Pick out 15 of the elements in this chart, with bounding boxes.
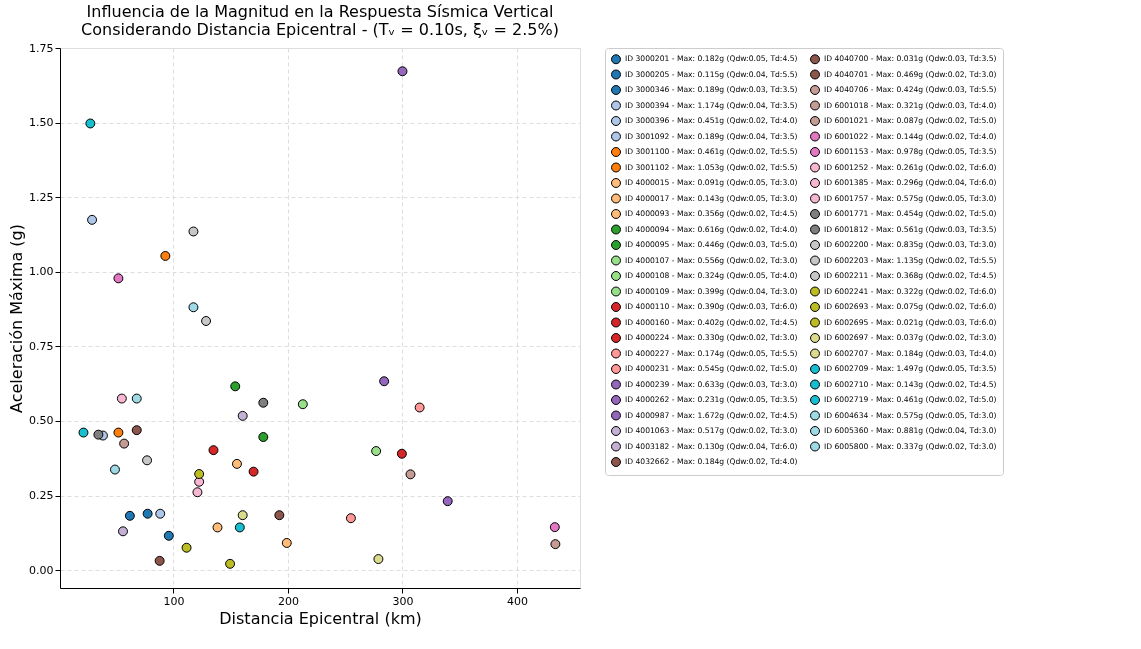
x-axis-title: Distancia Epicentral (km) <box>219 608 422 628</box>
x-tick-label: 300 <box>392 594 414 608</box>
x-tick-label: 200 <box>277 594 299 608</box>
y-tick-label: 1.75 <box>29 41 54 55</box>
x-tick-label: 400 <box>507 594 528 608</box>
y-tick-label: 1.00 <box>29 265 54 279</box>
y-tick-label: 0.00 <box>29 563 54 577</box>
y-tick-label: 1.25 <box>29 190 54 204</box>
chart-title: Influencia de la Magnitud en la Respuesta Sísmica Vertical Considerando Distancia Epicentral - (Tᵥ = 0.10s, ξᵥ = 2.5%) <box>81 2 559 39</box>
y-axis-title: Aceleración Máxima (g) <box>7 224 27 413</box>
y-tick-label: 0.50 <box>29 414 54 428</box>
x-tick-label: 100 <box>163 594 185 608</box>
y-tick-label: 1.50 <box>29 116 54 130</box>
y-tick-label: 0.75 <box>29 339 54 353</box>
y-tick-label: 0.25 <box>29 489 54 503</box>
